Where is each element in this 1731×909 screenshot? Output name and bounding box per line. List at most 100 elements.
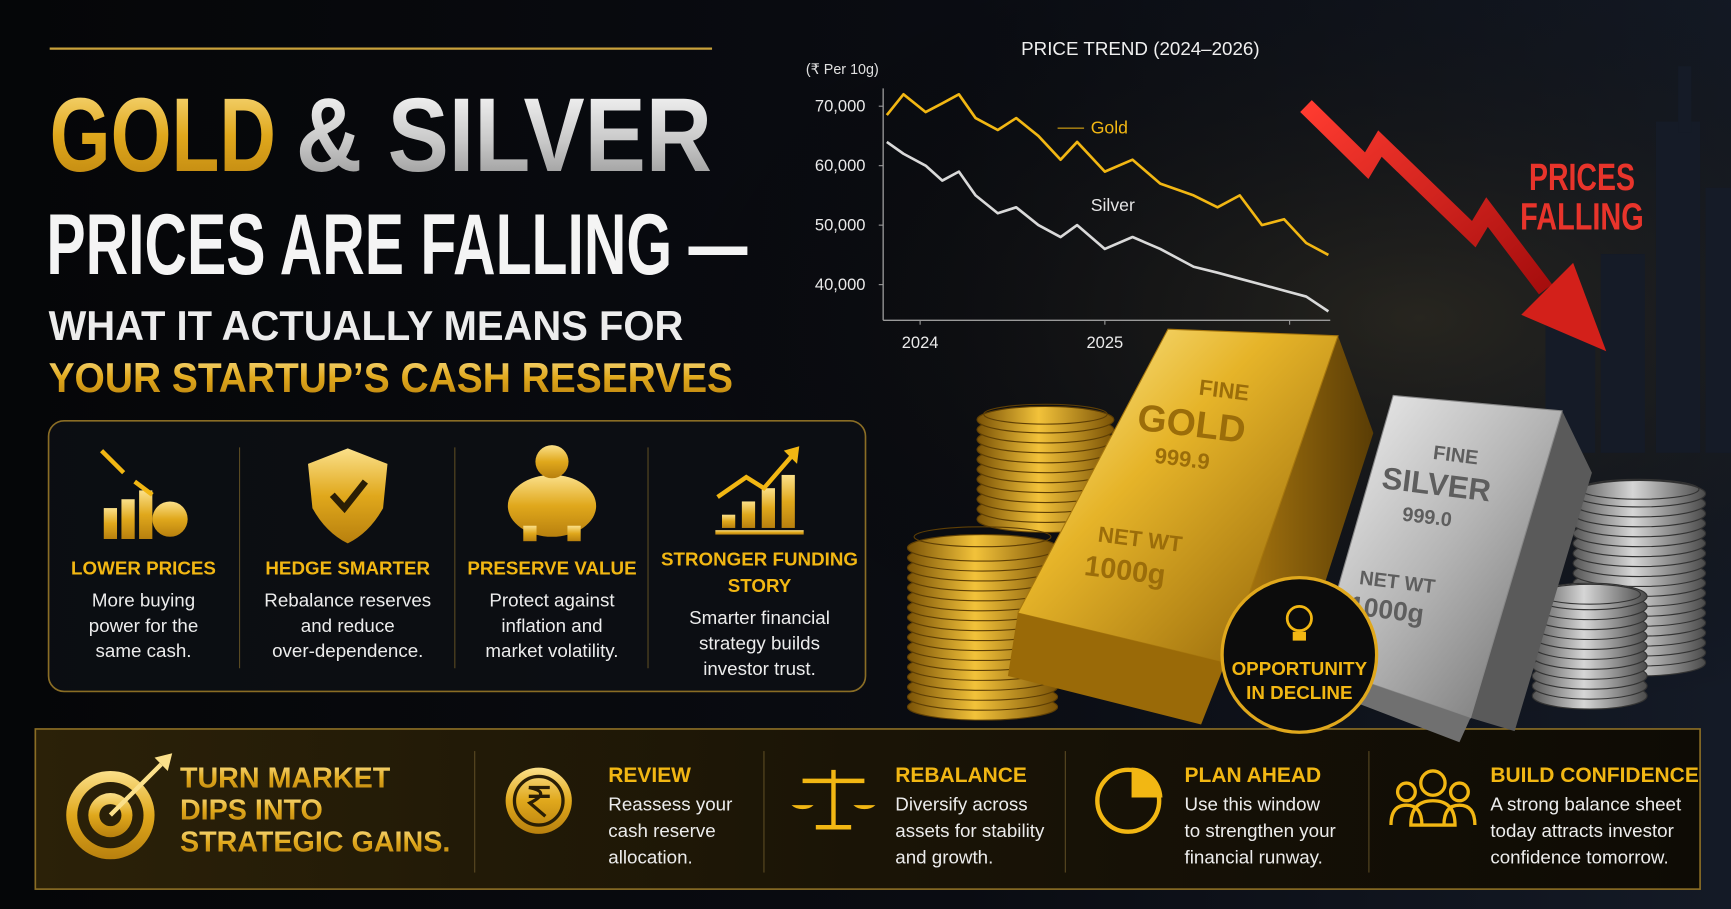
coin: [1572, 479, 1707, 508]
decoration: [1655, 121, 1701, 453]
feature-text: investor trust.: [703, 658, 816, 679]
feature-text: same cash.: [96, 640, 192, 661]
step-text: financial runway.: [1185, 847, 1323, 868]
y-tick-label: 70,000: [815, 97, 866, 116]
icon: [741, 501, 756, 528]
feature-text: power for the: [89, 615, 199, 636]
cta: DIPS INTO: [180, 795, 323, 827]
icon: [1131, 767, 1163, 798]
feature-text: strategy builds: [699, 632, 820, 653]
step-text: confidence tomorrow.: [1490, 847, 1668, 868]
icon: [802, 769, 865, 830]
step-text: Diversify across: [895, 794, 1027, 815]
subtitle: YOUR STARTUP’S CASH RESERVES: [49, 354, 733, 401]
feature-title: HEDGE SMARTER: [265, 557, 430, 578]
icon: [567, 525, 581, 542]
step-text: cash reserve: [608, 820, 715, 841]
icon: [139, 490, 153, 539]
icon: [781, 474, 795, 528]
step-title: PLAN AHEAD: [1185, 764, 1322, 787]
action-band: [34, 728, 1701, 890]
icon: [721, 514, 736, 528]
icon: [1448, 781, 1470, 803]
cta: STRATEGIC GAINS.: [180, 827, 450, 859]
coin-face: [983, 403, 1108, 425]
icon: [152, 501, 188, 537]
feature-text: Rebalance reserves: [264, 589, 431, 610]
badge-text: OPPORTUNITY: [1232, 658, 1368, 679]
cta: TURN MARKET: [180, 762, 391, 794]
feature-text: and reduce: [301, 615, 395, 636]
bar-engraving: FINE: [1432, 442, 1480, 469]
feature-text: market volatility.: [485, 640, 618, 661]
step-text: to strengthen your: [1185, 820, 1336, 841]
icon: [103, 508, 118, 539]
badge: [1220, 575, 1379, 734]
icon: [1095, 767, 1162, 834]
decoration: [1600, 254, 1645, 453]
step-title: REBALANCE: [895, 764, 1027, 787]
icon: [1389, 803, 1424, 826]
step-title: BUILD CONFIDENCE: [1490, 764, 1698, 787]
decoration: [1705, 187, 1731, 453]
icon: [535, 445, 569, 479]
step-text: allocation.: [608, 847, 692, 868]
step-text: and growth.: [895, 847, 993, 868]
y-tick-label: 50,000: [815, 216, 866, 235]
bulb-base: [1292, 631, 1306, 641]
silver-bar-side: [1470, 410, 1592, 732]
step-text: today attracts investor: [1490, 820, 1674, 841]
price-line: [885, 92, 1330, 257]
decoration: [1678, 66, 1692, 133]
icon: [329, 479, 369, 514]
target-arrow: [108, 762, 163, 817]
x-tick-label: 2024: [902, 333, 939, 352]
icon: [1442, 803, 1477, 826]
subtitle: WHAT IT ACTUALLY MEANS FOR: [49, 302, 684, 349]
target-arrow: [154, 753, 173, 771]
badge-text: IN DECLINE: [1246, 682, 1352, 703]
series-label: Silver: [1091, 195, 1135, 215]
y-tick-label: 40,000: [815, 275, 866, 294]
icon: [1419, 769, 1447, 797]
icon: [716, 453, 795, 499]
title: PRICES ARE FALLING —: [46, 197, 748, 293]
icon: [791, 805, 876, 810]
series-label: Gold: [1091, 118, 1128, 138]
feature-title: STORY: [728, 575, 792, 596]
icon: [308, 448, 388, 544]
step-title: REVIEW: [608, 764, 691, 787]
icon: [1409, 799, 1457, 827]
feature-title: STRONGER FUNDING: [661, 548, 858, 569]
feature-text: inflation and: [501, 615, 602, 636]
coin: [906, 534, 1059, 562]
icon: [121, 499, 135, 539]
icon: [100, 449, 154, 497]
falling-arrow: [1300, 100, 1553, 295]
callout: FALLING: [1520, 196, 1644, 238]
price-line: [886, 140, 1330, 313]
gold-bar-front: [1007, 612, 1226, 725]
step-text: Reassess your: [608, 794, 732, 815]
feature-text: over-dependence.: [272, 640, 423, 661]
feature-text: Protect against: [489, 589, 615, 610]
bulb: [1285, 604, 1313, 633]
feature-title: PRESERVE VALUE: [467, 557, 636, 578]
icon: [783, 446, 800, 464]
step-text: Use this window: [1185, 794, 1321, 815]
icon: [526, 785, 550, 818]
x-tick-label: 2025: [1086, 333, 1123, 352]
feature-panel: [47, 419, 867, 693]
coin-face: [913, 526, 1052, 548]
arrow-head: [1521, 262, 1607, 352]
icon: [1395, 781, 1417, 803]
icon: [715, 530, 804, 535]
icon: [507, 474, 597, 537]
y-tick-label: 60,000: [815, 156, 866, 175]
feature-title: LOWER PRICES: [71, 557, 216, 578]
title: & SILVER: [296, 77, 712, 194]
y-axis-label: (₹ Per 10g): [806, 62, 879, 78]
title: GOLD: [50, 77, 276, 194]
